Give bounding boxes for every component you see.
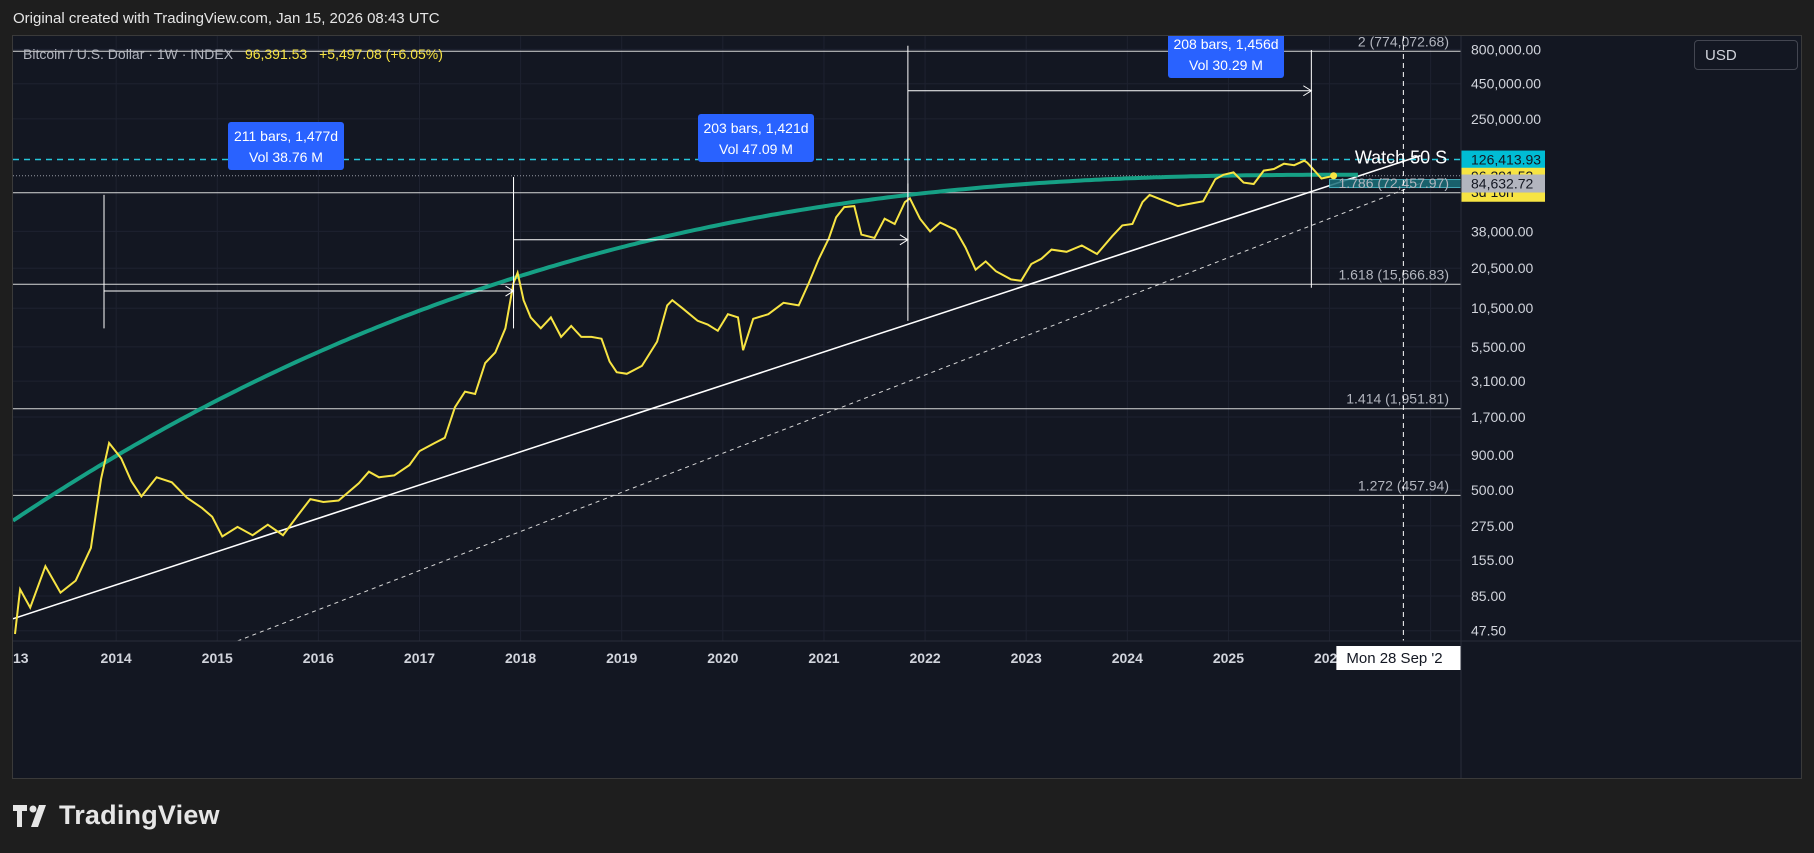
legend-change: +5,497.08 (+6.05%) <box>319 46 443 62</box>
x-axis-tick-label: 2015 <box>202 650 233 666</box>
brand-name: TradingView <box>59 800 220 830</box>
tradingview-logo-icon <box>13 804 46 827</box>
measure-bars-label: 208 bars, 1,456d <box>1173 36 1278 52</box>
watch-annotation: Watch 50 S <box>1355 148 1447 168</box>
ma-zone <box>1329 179 1461 189</box>
measure-bars-label: 211 bars, 1,477d <box>234 128 338 144</box>
last-price-dot <box>1330 172 1338 180</box>
measure-arrow-head <box>1303 85 1313 97</box>
y-axis-tick-label: 500.00 <box>1471 482 1514 498</box>
measure-bars-label: 203 bars, 1,421d <box>703 120 808 136</box>
price-axis <box>1461 36 1801 778</box>
y-axis-tick-label: 250,000.00 <box>1471 111 1541 127</box>
y-axis-tick-label: 3,100.00 <box>1471 373 1526 389</box>
ma-price-tag: 84,632.72 <box>1471 176 1533 192</box>
log-growth-curve <box>13 172 1358 523</box>
source-note: Original created with TradingView.com, J… <box>13 10 440 27</box>
crosshair-date-box <box>1336 646 1461 670</box>
y-axis-tick-label: 800,000.00 <box>1471 41 1541 57</box>
fib-level-label: 1.786 (72,457.97) <box>1338 175 1449 191</box>
lower-channel-line <box>237 182 1421 641</box>
x-axis-tick-label: 2025 <box>1213 650 1244 666</box>
x-axis-tick-label: 2016 <box>303 650 334 666</box>
symbol-name: Bitcoin / U.S. Dollar · 1W · INDEX <box>23 46 234 62</box>
x-axis-tick-label: 2024 <box>1112 650 1143 666</box>
x-axis-tick-label: 2021 <box>808 650 839 666</box>
tradingview-logo: TradingView <box>13 800 220 831</box>
measure-volume-label: Vol 38.76 M <box>249 149 323 165</box>
measure-volume-label: Vol 30.29 M <box>1189 57 1263 73</box>
measure-label-box <box>1168 36 1284 78</box>
x-axis-tick-label: 2019 <box>606 650 637 666</box>
y-axis-tick-label: 47.50 <box>1471 623 1506 639</box>
chart-frame[interactable]: 2 (774,072.68) 1.786 (72,457.97) 1.618 (15… <box>12 35 1802 779</box>
x-axis-tick-label: 2020 <box>707 650 738 666</box>
x-axis-tick-label: 2022 <box>910 650 941 666</box>
symbol-legend: Bitcoin / U.S. Dollar · 1W · INDEX 96,39… <box>23 46 443 62</box>
price-chart[interactable]: 2 (774,072.68) 1.786 (72,457.97) 1.618 (15… <box>13 36 1801 778</box>
y-axis-tick-label: 155.00 <box>1471 552 1514 568</box>
y-axis-tick-label: 1,700.00 <box>1471 409 1526 425</box>
x-axis-tick-label: 2017 <box>404 650 435 666</box>
support-trendline <box>13 154 1421 620</box>
y-axis-tick-label: 275.00 <box>1471 518 1514 534</box>
y-axis-tick-label: 10,500.00 <box>1471 300 1533 316</box>
y-axis-tick-label: 5,500.00 <box>1471 339 1526 355</box>
high-price-tag-box <box>1461 150 1545 169</box>
high-price-tag: 126,413.93 <box>1471 152 1541 168</box>
fib-level-label: 1.272 (457.94) <box>1358 477 1449 493</box>
crosshair-date-label: Mon 28 Sep '2 <box>1346 650 1442 667</box>
fib-level-label: 2 (774,072.68) <box>1358 36 1449 49</box>
fib-level-label: 1.618 (15,666.83) <box>1338 266 1449 282</box>
ma-price-tag-box <box>1461 174 1545 193</box>
legend-price: 96,391.53 <box>244 46 308 62</box>
x-axis-tick-label: 13 <box>13 650 29 666</box>
price-series-line <box>14 159 1334 635</box>
fib-level-label: 1.414 (1,951.81) <box>1346 391 1449 407</box>
plot-area <box>13 36 1461 641</box>
y-axis-tick-label: 900.00 <box>1471 447 1514 463</box>
y-axis-tick-label: 38,000.00 <box>1471 223 1533 239</box>
x-axis-tick-label: 2018 <box>505 650 536 666</box>
measure-label-box <box>228 122 344 170</box>
y-axis-tick-label: 450,000.00 <box>1471 76 1541 92</box>
measure-label-box <box>698 114 814 162</box>
currency-button[interactable]: USD <box>1694 40 1798 70</box>
x-axis-tick-label: 2023 <box>1011 650 1042 666</box>
y-axis-tick-label: 20,500.00 <box>1471 260 1533 276</box>
measure-volume-label: Vol 47.09 M <box>719 141 793 157</box>
x-axis-tick-label: 2014 <box>101 650 132 666</box>
y-axis-tick-label: 85.00 <box>1471 588 1506 604</box>
price-axis-background <box>1461 36 1801 778</box>
